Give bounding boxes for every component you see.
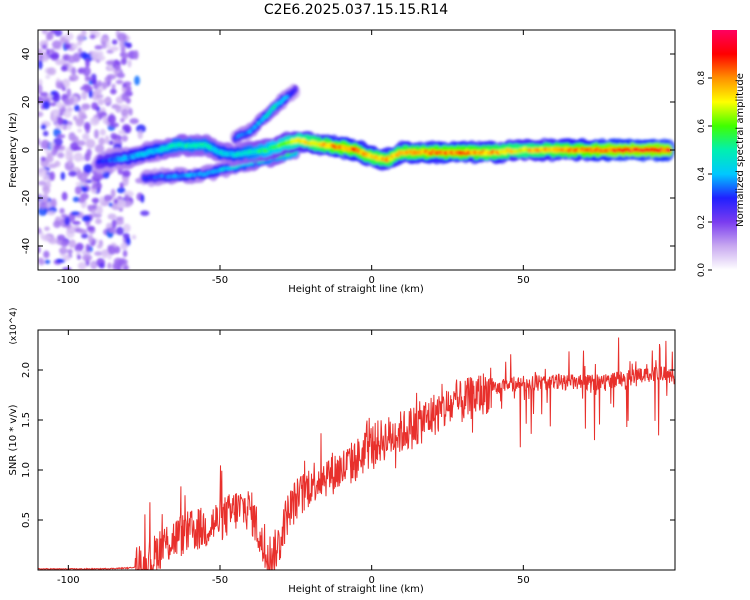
snr-y-tick-label: 0.5 <box>21 512 32 528</box>
colorbar: 0.0 0.2 0.4 0.6 0.8 Normalized spectral ampl… <box>697 30 746 277</box>
colorbar-ticks: 0.0 0.2 0.4 0.6 0.8 <box>697 71 712 278</box>
colorbar-tick-label: 0.2 <box>697 215 707 229</box>
colorbar-tick-label: 0.8 <box>697 71 707 86</box>
figure-title: C2E6.2025.037.15.15.R14 <box>264 2 448 18</box>
snr-y-tick-label: 2.0 <box>21 362 32 378</box>
spectrogram-y-tick-label: 40 <box>21 48 32 61</box>
snr-x-tick-label: -100 <box>57 575 80 586</box>
spectrogram-x-tick-label: -100 <box>57 275 80 286</box>
snr-background <box>38 330 675 570</box>
snr-y-ticks: 0.5 1.0 1.5 2.0 <box>21 362 675 528</box>
spectrogram-y-tick-label: 20 <box>21 96 32 109</box>
snr-x-tick-label: 50 <box>517 575 530 586</box>
spectrogram-x-label: Height of straight line (km) <box>288 284 424 295</box>
spectrogram-y-tick-label: -40 <box>21 238 32 254</box>
colorbar-tick-label: 0.0 <box>697 263 707 278</box>
snr-y-tick-label: 1.0 <box>21 462 32 478</box>
colorbar-scale <box>712 30 737 270</box>
spectrogram-y-ticks: 40 20 0 -20 -40 <box>21 48 675 254</box>
snr-panel: -100 -50 0 50 0.5 1.0 1.5 2.0 Height of straig… <box>8 307 676 595</box>
spectrogram-y-tick-label: -20 <box>21 190 32 206</box>
colorbar-tick-label: 0.6 <box>697 119 707 134</box>
snr-x-tick-label: -50 <box>212 575 228 586</box>
snr-y-label: SNR (10 * v/v) <box>8 404 19 475</box>
spectrogram-heatmap <box>38 30 675 270</box>
spectrogram-x-tick-label: 0 <box>368 275 374 286</box>
colorbar-label: Normalized spectral amplitude <box>735 73 746 227</box>
spectrogram-x-tick-label: -50 <box>212 275 228 286</box>
snr-y-multiplier: (x10^4) <box>9 307 19 344</box>
spectrogram-y-tick-label: 0 <box>21 147 32 153</box>
snr-frame <box>37 329 676 571</box>
snr-x-ticks: -100 -50 0 50 <box>57 330 530 586</box>
snr-y-tick-label: 1.5 <box>21 412 32 428</box>
spectrogram-x-ticks: -100 -50 0 50 <box>57 30 530 286</box>
colorbar-tick-label: 0.4 <box>697 167 707 182</box>
spectrogram-x-tick-label: 50 <box>517 275 530 286</box>
snr-x-label: Height of straight line (km) <box>288 584 424 595</box>
snr-x-tick-label: 0 <box>368 575 374 586</box>
spectrogram-panel: -100 -50 0 50 40 20 0 -20 -40 Height of straigh… <box>8 29 676 295</box>
spectrogram-y-label: Frequency (Hz) <box>8 112 19 188</box>
